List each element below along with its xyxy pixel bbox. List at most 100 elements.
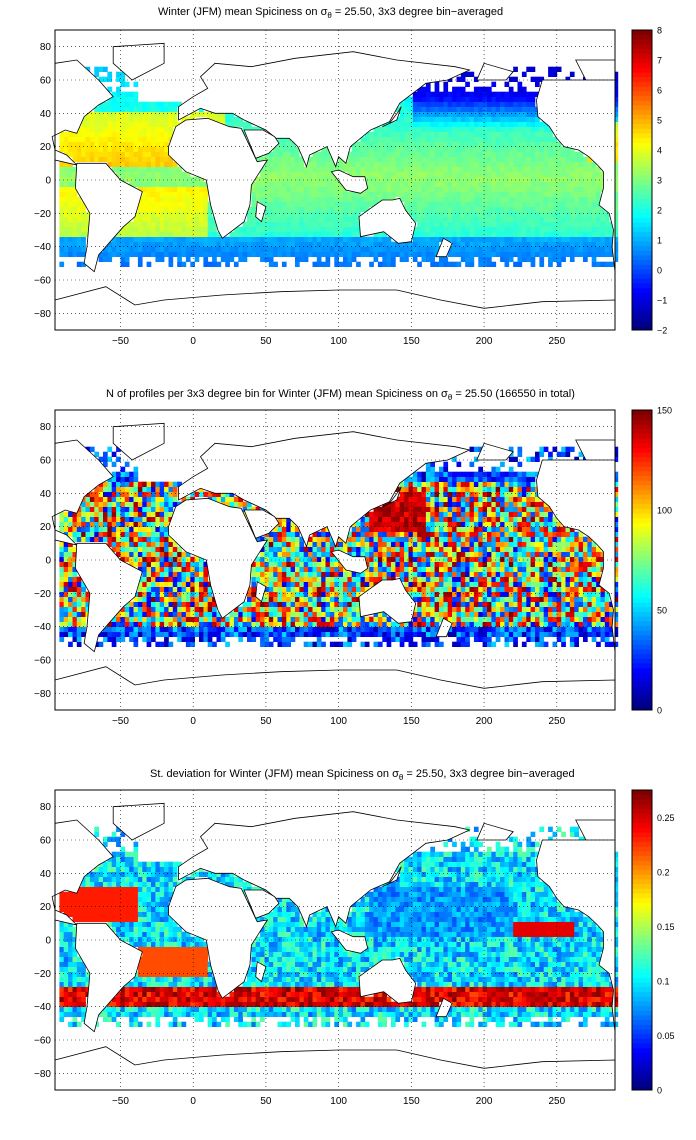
data-cell bbox=[207, 621, 213, 627]
data-cell bbox=[517, 206, 523, 212]
data-cell bbox=[535, 246, 540, 252]
data-cell bbox=[500, 181, 505, 187]
data-cell bbox=[548, 191, 553, 197]
data-cell bbox=[316, 531, 322, 537]
data-cell bbox=[72, 141, 78, 147]
data-cell bbox=[185, 606, 191, 612]
data-cell bbox=[203, 186, 209, 192]
data-cell bbox=[290, 556, 296, 562]
data-cell bbox=[85, 211, 91, 217]
data-cell bbox=[155, 181, 161, 187]
data-cell bbox=[543, 156, 549, 162]
data-cell bbox=[391, 136, 396, 142]
data-cell bbox=[264, 156, 270, 162]
data-cell bbox=[539, 251, 545, 257]
data-cell bbox=[94, 501, 99, 507]
data-cell bbox=[395, 191, 401, 197]
data-cell bbox=[59, 596, 65, 602]
data-cell bbox=[434, 111, 440, 117]
data-cell bbox=[338, 571, 344, 577]
data-cell bbox=[247, 636, 252, 642]
data-cell bbox=[591, 216, 597, 222]
data-cell bbox=[434, 116, 440, 122]
data-cell bbox=[373, 561, 379, 567]
data-cell bbox=[164, 191, 169, 197]
colorbar-step bbox=[632, 198, 652, 204]
data-cell bbox=[168, 126, 174, 132]
data-cell bbox=[535, 216, 540, 222]
data-cell bbox=[508, 76, 514, 82]
data-cell bbox=[334, 196, 339, 202]
data-cell bbox=[329, 201, 335, 207]
data-cell bbox=[242, 511, 248, 517]
data-cell bbox=[347, 246, 353, 252]
data-cell bbox=[159, 626, 165, 632]
data-cell bbox=[334, 186, 339, 192]
data-cell bbox=[116, 446, 121, 452]
data-cell bbox=[225, 641, 230, 647]
data-cell bbox=[81, 131, 86, 137]
data-cell bbox=[391, 176, 396, 182]
data-cell bbox=[133, 531, 139, 537]
data-cell bbox=[308, 186, 313, 192]
data-cell bbox=[308, 581, 313, 587]
data-cell bbox=[500, 106, 505, 112]
data-cell bbox=[495, 146, 501, 152]
data-cell bbox=[565, 171, 571, 177]
grid-lines bbox=[55, 30, 615, 330]
data-cell bbox=[495, 111, 501, 117]
data-cell bbox=[63, 561, 69, 567]
data-cell bbox=[142, 486, 147, 492]
data-cell bbox=[181, 581, 187, 587]
data-cell bbox=[364, 576, 370, 582]
data-cell bbox=[233, 251, 239, 257]
data-cell bbox=[155, 256, 161, 262]
data-cell bbox=[521, 216, 527, 222]
data-cell bbox=[425, 221, 431, 227]
data-cell bbox=[286, 571, 291, 577]
data-cell bbox=[316, 191, 322, 197]
data-cell bbox=[164, 186, 169, 192]
data-cell bbox=[68, 151, 73, 157]
data-cell bbox=[299, 161, 305, 167]
data-cell bbox=[137, 486, 143, 492]
data-cell bbox=[421, 241, 427, 247]
data-cell bbox=[168, 116, 174, 122]
data-cell bbox=[159, 191, 165, 197]
data-cell bbox=[443, 141, 449, 147]
data-cell bbox=[133, 181, 139, 187]
data-cell bbox=[142, 551, 147, 557]
data-cell bbox=[364, 551, 370, 557]
data-cell bbox=[391, 536, 396, 542]
data-cell bbox=[94, 141, 99, 147]
data-cell bbox=[535, 141, 540, 147]
data-cell bbox=[325, 631, 331, 637]
data-cell bbox=[98, 486, 104, 492]
data-cell bbox=[290, 201, 296, 207]
data-cell bbox=[98, 481, 104, 487]
data-cell bbox=[373, 161, 379, 167]
data-cell bbox=[120, 516, 126, 522]
data-cell bbox=[391, 551, 396, 557]
data-cell bbox=[247, 226, 252, 232]
data-cell bbox=[181, 636, 187, 642]
data-cell bbox=[159, 201, 165, 207]
data-cell bbox=[439, 136, 444, 142]
data-cell bbox=[308, 571, 313, 577]
data-cell bbox=[312, 621, 318, 627]
data-cell bbox=[168, 626, 174, 632]
data-cell bbox=[530, 226, 536, 232]
data-cell bbox=[430, 126, 435, 132]
data-cell bbox=[312, 241, 318, 247]
data-cell bbox=[321, 236, 326, 242]
data-cell bbox=[399, 151, 405, 157]
data-cell bbox=[181, 201, 187, 207]
data-cell bbox=[155, 491, 161, 497]
data-cell bbox=[155, 576, 161, 582]
data-cell bbox=[321, 546, 326, 552]
data-cell bbox=[185, 176, 191, 182]
data-cell bbox=[251, 191, 257, 197]
data-cell bbox=[72, 246, 78, 252]
data-cell bbox=[399, 521, 405, 527]
data-cell bbox=[89, 501, 95, 507]
